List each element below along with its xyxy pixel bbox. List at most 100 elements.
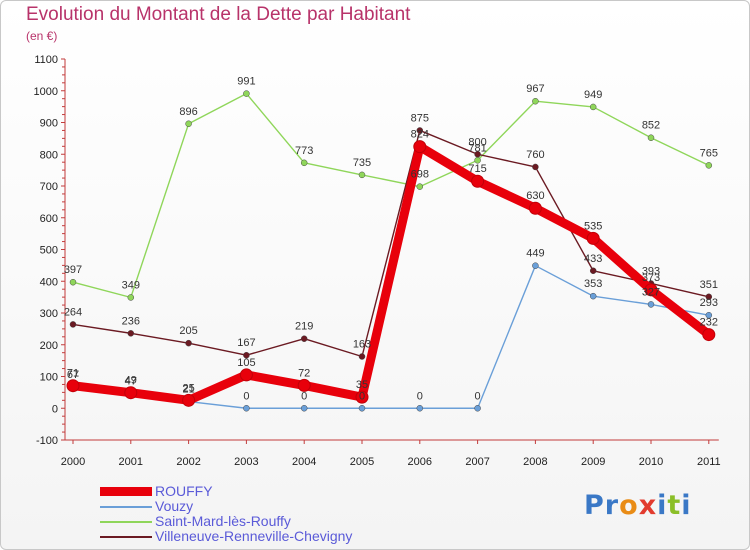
data-label-saint-mard-les-rouffy: 967: [526, 83, 544, 95]
data-point-rouffy: [644, 283, 658, 297]
data-label-saint-mard-les-rouffy: 773: [295, 145, 313, 157]
data-point-vouzy: [647, 301, 655, 308]
data-point-rouffy: [413, 140, 427, 154]
data-label-villeneuve-renneville-chevigny: 205: [179, 325, 197, 337]
data-label-rouffy: 373: [642, 272, 660, 284]
data-point-vouzy: [243, 405, 250, 412]
data-point-villeneuve-renneville-chevigny: [69, 321, 77, 328]
x-tick-label: 2007: [465, 456, 489, 468]
data-label-vouzy: 327: [642, 286, 660, 298]
data-point-saint-mard-les-rouffy: [300, 159, 308, 167]
data-point-villeneuve-renneville-chevigny: [705, 293, 713, 301]
data-point-vouzy: [416, 405, 424, 412]
series-line-saint-mard-les-rouffy: [72, 92, 710, 299]
y-tick-label: 1100: [34, 54, 58, 66]
legend-swatch: [100, 487, 152, 496]
data-point-rouffy: [124, 386, 138, 400]
x-tick-label: 2010: [639, 456, 663, 468]
data-label-saint-mard-les-rouffy: 896: [179, 106, 197, 118]
data-label-villeneuve-renneville-chevigny: 875: [411, 112, 429, 124]
data-label-vouzy: 449: [526, 248, 544, 260]
data-label-rouffy: 25: [182, 382, 194, 394]
series-line-rouffy: [68, 142, 714, 405]
data-label-villeneuve-renneville-chevigny: 219: [295, 321, 313, 333]
data-label-vouzy: 353: [584, 278, 602, 290]
data-label-vouzy: 47: [125, 375, 137, 387]
data-label-villeneuve-renneville-chevigny: 351: [700, 279, 718, 291]
legend-swatch: [100, 536, 152, 538]
y-tick-label: 600: [40, 213, 58, 225]
legend-swatch: [100, 521, 152, 523]
y-tick-label: -100: [36, 435, 58, 447]
data-point-saint-mard-les-rouffy: [185, 120, 192, 128]
chart-title: Evolution du Montant de la Dette par Hab…: [26, 4, 411, 25]
data-label-vouzy: 293: [700, 297, 718, 309]
data-point-saint-mard-les-rouffy: [416, 183, 424, 190]
data-point-vouzy: [474, 405, 481, 412]
data-label-saint-mard-les-rouffy: 765: [700, 147, 718, 159]
data-point-saint-mard-les-rouffy: [647, 134, 655, 141]
logo-letter: o: [619, 490, 639, 521]
data-point-rouffy: [586, 231, 600, 245]
data-label-villeneuve-renneville-chevigny: 760: [526, 149, 544, 161]
data-label-rouffy: 105: [237, 357, 255, 369]
legend-label: Saint-Mard-lès-Rouffy: [155, 513, 291, 529]
data-point-rouffy: [297, 378, 311, 392]
data-point-villeneuve-renneville-chevigny: [185, 339, 192, 347]
data-point-vouzy: [358, 405, 366, 412]
data-label-vouzy: 0: [417, 390, 423, 402]
y-tick-label: 900: [40, 118, 58, 130]
data-label-vouzy: 0: [243, 390, 249, 402]
data-label-villeneuve-renneville-chevigny: 433: [584, 253, 602, 265]
y-tick-label: 700: [40, 181, 58, 193]
data-point-vouzy: [705, 311, 713, 319]
logo-letter: t: [667, 490, 682, 521]
legend-swatch: [100, 506, 152, 508]
logo-letter: P: [584, 490, 605, 521]
data-label-vouzy: 0: [301, 390, 307, 402]
y-tick-label: 100: [40, 372, 58, 384]
x-tick-label: 2005: [350, 456, 374, 468]
data-point-rouffy: [239, 368, 253, 382]
x-tick-label: 2003: [234, 456, 258, 468]
logo-letter: i: [681, 490, 692, 521]
data-label-saint-mard-les-rouffy: 991: [237, 76, 255, 88]
data-label-saint-mard-les-rouffy: 735: [353, 157, 371, 169]
data-label-vouzy: 0: [475, 390, 481, 402]
data-label-rouffy: 715: [468, 163, 486, 175]
data-label-saint-mard-les-rouffy: 781: [468, 142, 486, 154]
legend-label: ROUFFY: [155, 483, 213, 499]
data-label-villeneuve-renneville-chevigny: 264: [64, 306, 82, 318]
data-label-vouzy: 67: [67, 369, 79, 381]
data-label-saint-mard-les-rouffy: 852: [642, 120, 660, 132]
data-point-saint-mard-les-rouffy: [358, 171, 366, 179]
legend-label: Villeneuve-Renneville-Chevigny: [155, 528, 353, 544]
data-label-rouffy: 35: [356, 379, 368, 391]
data-label-vouzy: 21: [182, 384, 194, 396]
x-tick-label: 2001: [119, 456, 143, 468]
logo-letter: i: [657, 490, 668, 521]
data-point-villeneuve-renneville-chevigny: [358, 353, 366, 360]
x-tick-label: 2009: [581, 456, 605, 468]
data-point-rouffy: [66, 379, 80, 393]
x-tick-label: 2002: [176, 456, 200, 468]
data-point-rouffy: [471, 174, 485, 188]
data-point-villeneuve-renneville-chevigny: [416, 127, 424, 134]
x-tick-label: 2006: [408, 456, 432, 468]
data-point-saint-mard-les-rouffy: [243, 90, 250, 97]
data-label-rouffy: 49: [125, 375, 137, 387]
data-label-villeneuve-renneville-chevigny: 393: [642, 265, 660, 277]
data-label-saint-mard-les-rouffy: 349: [122, 279, 140, 291]
data-point-saint-mard-les-rouffy: [532, 97, 539, 105]
logo-letter: x: [638, 490, 658, 521]
data-label-villeneuve-renneville-chevigny: 167: [237, 337, 255, 349]
data-point-rouffy: [528, 201, 542, 215]
data-point-vouzy: [532, 262, 539, 269]
series-line-villeneuve-renneville-chevigny: [72, 129, 710, 358]
data-label-rouffy: 824: [411, 129, 429, 141]
data-point-saint-mard-les-rouffy: [589, 103, 597, 111]
x-tick-label: 2008: [523, 456, 547, 468]
legend-label: Vouzy: [155, 498, 194, 514]
